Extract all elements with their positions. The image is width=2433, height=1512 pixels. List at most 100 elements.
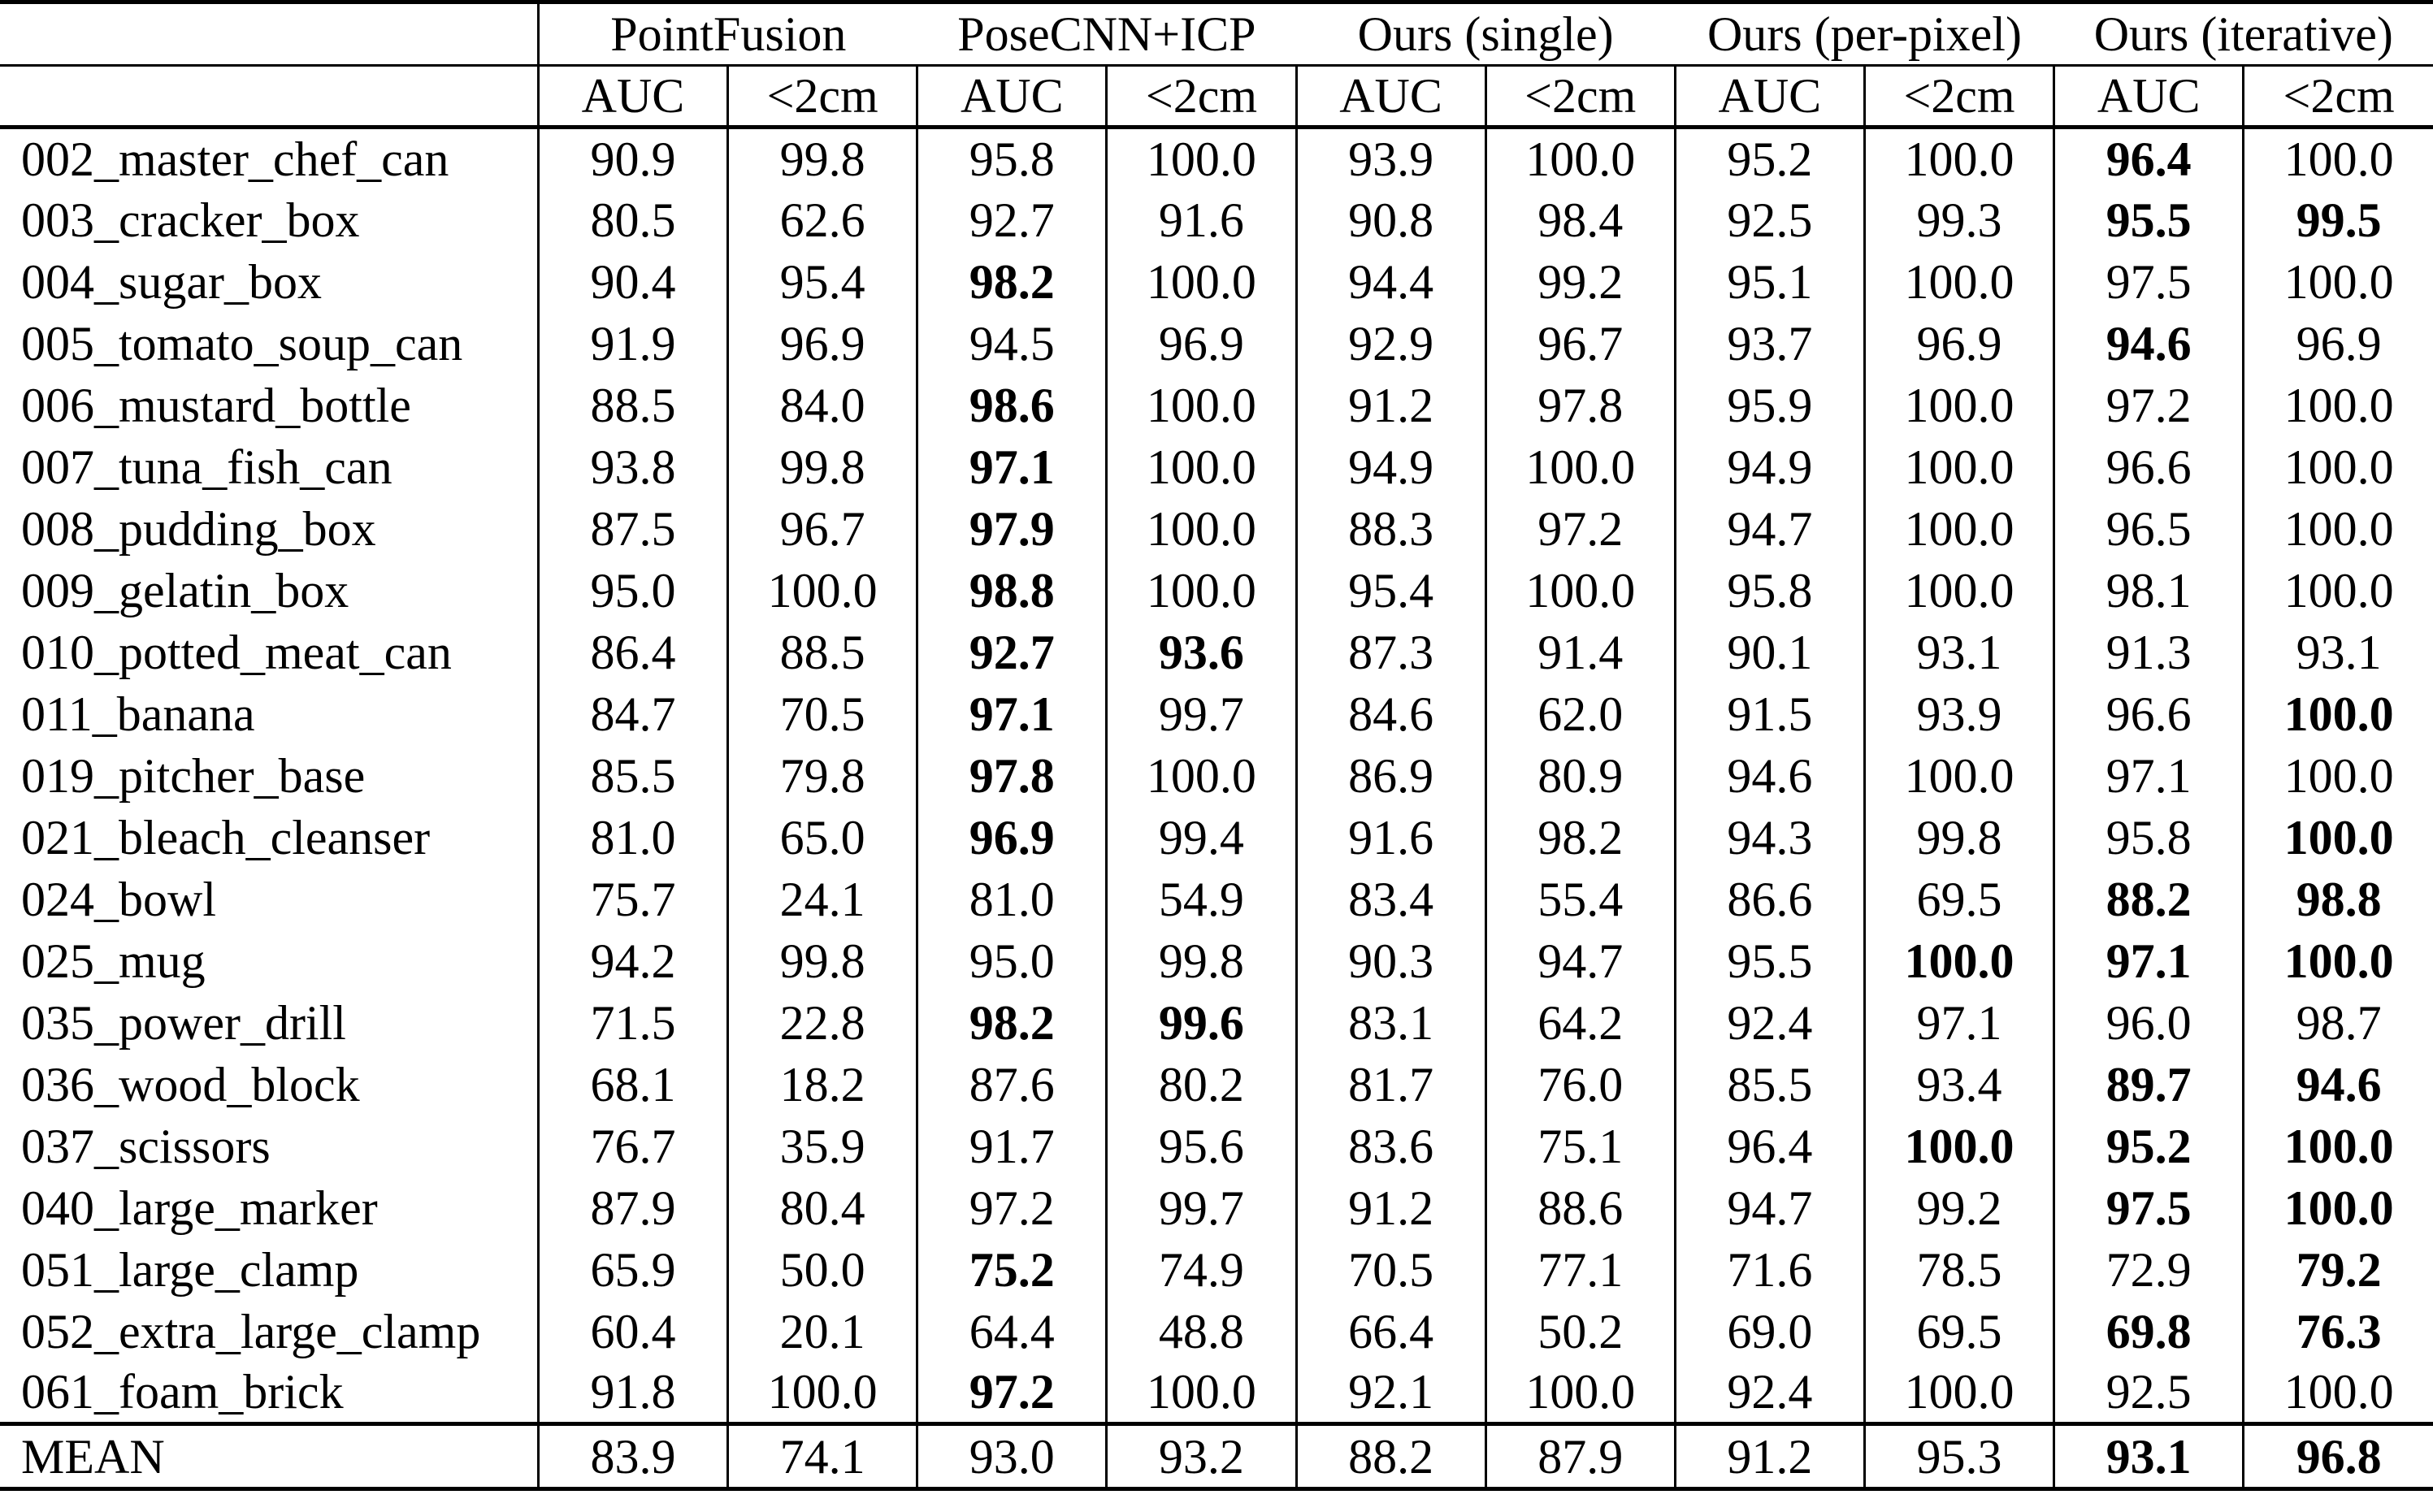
value-cell: 91.4	[1484, 621, 1676, 683]
value-cell: 35.9	[726, 1115, 917, 1177]
value-cell: 99.7	[1105, 1176, 1296, 1239]
value-cell: 99.8	[726, 435, 917, 498]
value-cell: 95.2	[1673, 127, 1865, 189]
value-cell: 69.5	[1863, 868, 2054, 930]
value-cell: 96.7	[1484, 312, 1676, 375]
value-cell: 84.6	[1295, 682, 1486, 745]
value-cell: 95.1	[1673, 250, 1865, 313]
value-cell: 100.0	[1863, 435, 2054, 498]
value-cell: 96.6	[2053, 435, 2244, 498]
value-cell: 98.2	[916, 991, 1107, 1054]
value-cell: 93.6	[1105, 621, 1296, 683]
value-cell: 97.1	[1863, 991, 2054, 1054]
value-cell: 86.4	[536, 621, 728, 683]
value-cell: 70.5	[726, 682, 917, 745]
row-label: 002_master_chef_can	[21, 132, 449, 186]
value-cell: 22.8	[726, 991, 917, 1054]
value-cell: 95.8	[2053, 806, 2244, 869]
value-cell: 100.0	[2242, 929, 2433, 992]
value-cell: 95.4	[726, 250, 917, 313]
value-cell: 90.4	[536, 250, 728, 313]
value-cell: 97.9	[916, 497, 1107, 560]
value-cell: 100.0	[2242, 497, 2433, 560]
value-cell: 100.0	[1863, 1362, 2054, 1424]
value-cell: 83.6	[1295, 1115, 1486, 1177]
value-cell: 92.5	[1673, 188, 1865, 251]
value-cell: 91.2	[1295, 1176, 1486, 1239]
value-cell: 95.2	[2053, 1115, 2244, 1177]
table-row: 007_tuna_fish_can 93.8 99.8 97.1 100.0 94.9 10…	[0, 435, 2433, 498]
value-cell: 50.0	[726, 1238, 917, 1301]
value-cell: 71.6	[1673, 1238, 1865, 1301]
value-cell: 84.7	[536, 682, 728, 745]
metric-header-2cm: <2cm	[2242, 65, 2433, 129]
value-cell: 66.4	[1295, 1300, 1486, 1363]
value-cell: 93.9	[1295, 127, 1486, 189]
value-cell: 87.3	[1295, 621, 1486, 683]
value-cell: 76.0	[1484, 1053, 1676, 1116]
value-cell: 95.6	[1105, 1115, 1296, 1177]
value-cell: 80.4	[726, 1176, 917, 1239]
value-cell: 100.0	[726, 1362, 917, 1424]
value-cell: 98.4	[1484, 188, 1676, 251]
row-label: 003_cracker_box	[21, 193, 360, 247]
value-cell: 85.5	[1673, 1053, 1865, 1116]
metric-header-2cm: <2cm	[726, 65, 917, 129]
value-cell: 97.8	[1484, 374, 1676, 436]
value-cell: 86.6	[1673, 868, 1865, 930]
value-cell: 91.7	[916, 1115, 1107, 1177]
value-cell: 77.1	[1484, 1238, 1676, 1301]
value-cell: 100.0	[2242, 1362, 2433, 1424]
value-cell: 98.2	[916, 250, 1107, 313]
value-cell: 80.9	[1484, 744, 1676, 807]
mean-value-cell: 93.0	[916, 1422, 1107, 1489]
value-cell: 93.1	[2242, 621, 2433, 683]
value-cell: 81.0	[536, 806, 728, 869]
value-cell: 50.2	[1484, 1300, 1676, 1363]
value-cell: 95.5	[2053, 188, 2244, 251]
value-cell: 94.6	[1673, 744, 1865, 807]
value-cell: 97.2	[1484, 497, 1676, 560]
value-cell: 93.4	[1863, 1053, 2054, 1116]
value-cell: 95.0	[916, 929, 1107, 992]
value-cell: 96.9	[2242, 312, 2433, 375]
value-cell: 96.9	[916, 806, 1107, 869]
row-label: 021_bleach_cleanser	[21, 810, 431, 864]
value-cell: 96.7	[726, 497, 917, 560]
table-row: 037_scissors 76.7 35.9 91.7 95.6 83.6 75.1 96.4…	[0, 1115, 2433, 1177]
value-cell: 88.2	[2053, 868, 2244, 930]
table-row: 003_cracker_box 80.5 62.6 92.7 91.6 90.8 98.4 9…	[0, 188, 2433, 251]
value-cell: 100.0	[2242, 435, 2433, 498]
table-row: 009_gelatin_box 95.0 100.0 98.8 100.0 95.4 100…	[0, 559, 2433, 622]
value-cell: 94.7	[1673, 497, 1865, 560]
row-label: 036_wood_block	[21, 1057, 360, 1111]
value-cell: 94.4	[1295, 250, 1486, 313]
value-cell: 90.1	[1673, 621, 1865, 683]
value-cell: 96.0	[2053, 991, 2244, 1054]
mean-value-cell: 91.2	[1673, 1422, 1865, 1489]
value-cell: 96.5	[2053, 497, 2244, 560]
table-row: 035_power_drill 71.5 22.8 98.2 99.6 83.1 64.2 9…	[0, 991, 2433, 1054]
value-cell: 64.4	[916, 1300, 1107, 1363]
value-cell: 95.4	[1295, 559, 1486, 622]
value-cell: 88.3	[1295, 497, 1486, 560]
row-label: 007_tuna_fish_can	[21, 440, 392, 494]
value-cell: 79.8	[726, 744, 917, 807]
row-label: 006_mustard_bottle	[21, 378, 411, 432]
value-cell: 94.2	[536, 929, 728, 992]
value-cell: 100.0	[1863, 929, 2054, 992]
value-cell: 97.1	[916, 682, 1107, 745]
col-group-ours-iterative: Ours (iterative)	[2054, 2, 2433, 67]
value-cell: 98.8	[916, 559, 1107, 622]
mean-value-cell: 96.8	[2242, 1422, 2433, 1489]
row-label: 019_pitcher_base	[21, 748, 366, 803]
table-row: 024_bowl 75.7 24.1 81.0 54.9 83.4 55.4 86.6 69.5…	[0, 868, 2433, 930]
value-cell: 92.9	[1295, 312, 1486, 375]
value-cell: 68.1	[536, 1053, 728, 1116]
metric-header-2cm: <2cm	[1484, 65, 1676, 129]
row-label: 005_tomato_soup_can	[21, 316, 463, 370]
metric-header-2cm: <2cm	[1863, 65, 2054, 129]
value-cell: 94.5	[916, 312, 1107, 375]
value-cell: 100.0	[2242, 806, 2433, 869]
value-cell: 96.4	[2053, 127, 2244, 189]
